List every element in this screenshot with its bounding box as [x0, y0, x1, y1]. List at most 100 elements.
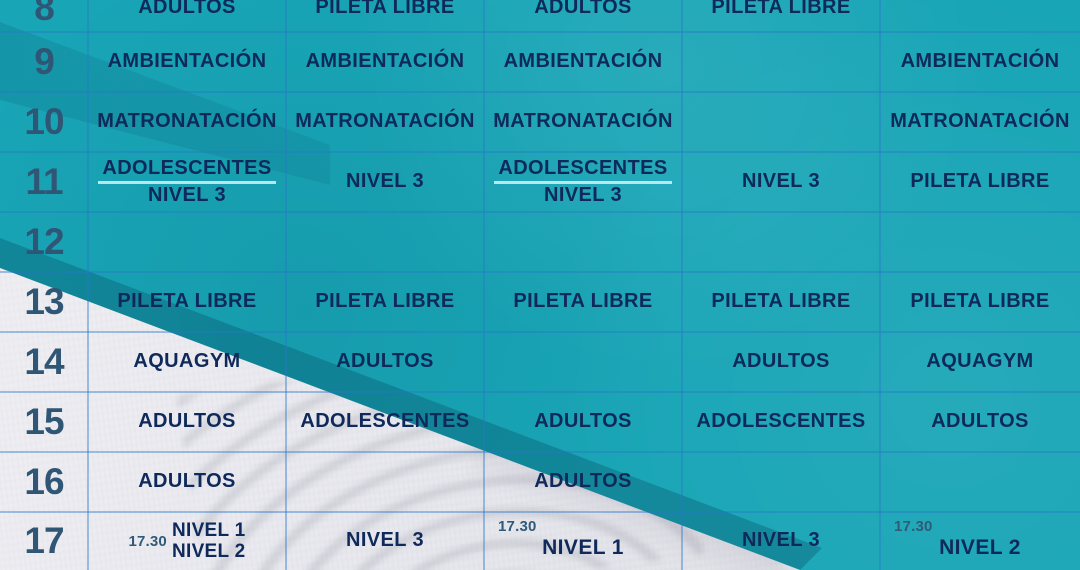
activity-label: ADOLESCENTES [300, 410, 470, 433]
schedule-cell: ADOLESCENTES NIVEL 3 [484, 153, 682, 211]
activity-label: AMBIENTACIÓN [900, 50, 1060, 73]
schedule-cell: AMBIENTACIÓN [484, 33, 682, 91]
activity-label: PILETA LIBRE [910, 170, 1050, 193]
activity-label: PILETA LIBRE [711, 0, 851, 19]
schedule-cell [682, 213, 880, 271]
schedule-cell: ADULTOS [484, 453, 682, 511]
schedule-cell: AQUAGYM [88, 333, 286, 391]
hour-cell: 8 [34, 0, 55, 28]
schedule-cell: PILETA LIBRE [880, 273, 1080, 331]
schedule-cell: ADULTOS [286, 333, 484, 391]
underlined-activity-label: ADOLESCENTES [98, 157, 276, 184]
activity-label: NIVEL 3 [147, 184, 226, 206]
hour-cell: 11 [25, 161, 63, 202]
activity-label: PILETA LIBRE [315, 0, 455, 19]
activity-label: ADULTOS [931, 410, 1029, 433]
hour-cell: 16 [24, 461, 64, 502]
schedule-cell: PILETA LIBRE [286, 0, 484, 37]
activity-label: ADULTOS [534, 0, 632, 19]
schedule-cell: ADOLESCENTES [286, 393, 484, 451]
activity-label: NIVEL 2 [171, 541, 246, 562]
activity-label: NIVEL 1 [171, 519, 246, 541]
activity-label: ADULTOS [732, 350, 830, 373]
activity-label: MATRONATACIÓN [493, 110, 673, 133]
hour-cell: 12 [24, 221, 64, 262]
schedule-cell: NIVEL 3 [682, 512, 880, 570]
activity-label: NIVEL 2 [939, 536, 1021, 559]
activity-label: ADULTOS [336, 350, 434, 373]
time-label: 17.30 [894, 518, 933, 535]
schedule-cell: PILETA LIBRE [682, 0, 880, 37]
schedule-cell: ADULTOS [88, 393, 286, 451]
timed-activity: 17.30 NIVEL 1 [484, 512, 682, 570]
schedule-cell: ADULTOS [484, 393, 682, 451]
activity-label: PILETA LIBRE [117, 290, 257, 313]
schedule-cell [682, 93, 880, 151]
schedule-cell: ADOLESCENTES [682, 393, 880, 451]
timed-activity: 17.30 NIVEL 1 NIVEL 2 [128, 520, 245, 563]
hour-cell: 17 [24, 520, 64, 561]
activity-label: AQUAGYM [926, 350, 1034, 373]
schedule-cell: AMBIENTACIÓN [286, 33, 484, 91]
hour-cell: 15 [24, 401, 64, 442]
activity-two-line: ADOLESCENTES NIVEL 3 [494, 157, 672, 207]
activity-label: MATRONATACIÓN [295, 110, 475, 133]
schedule-cell: ADULTOS [484, 0, 682, 37]
schedule-cell [286, 213, 484, 271]
schedule-cell: ADOLESCENTES NIVEL 3 [88, 153, 286, 211]
activity-label: PILETA LIBRE [513, 290, 653, 313]
time-label: 17.30 [128, 532, 167, 550]
schedule-cell: AQUAGYM [880, 333, 1080, 391]
activity-label: MATRONATACIÓN [890, 110, 1070, 133]
schedule-cell: NIVEL 3 [682, 153, 880, 211]
schedule-cell [682, 33, 880, 91]
activity-label: ADULTOS [534, 410, 632, 433]
schedule-cell: ADULTOS [880, 393, 1080, 451]
activity-label: AMBIENTACIÓN [305, 50, 465, 73]
schedule-cell: 17.30 NIVEL 1 NIVEL 2 [88, 512, 286, 570]
schedule-cell: 17.30 NIVEL 2 [880, 512, 1080, 570]
activity-label: ADULTOS [138, 470, 236, 493]
schedule-cell: ADULTOS [88, 453, 286, 511]
schedule-cell [880, 213, 1080, 271]
schedule-cell: PILETA LIBRE [682, 273, 880, 331]
activity-label: MATRONATACIÓN [97, 110, 277, 133]
activity-label: AMBIENTACIÓN [503, 50, 663, 73]
schedule-cell: ADULTOS [682, 333, 880, 391]
activity-lines: NIVEL 1 NIVEL 2 [172, 520, 246, 563]
schedule-cell: NIVEL 3 [286, 512, 484, 570]
hour-cell: 14 [24, 341, 64, 382]
schedule-cell [880, 0, 1080, 37]
schedule-cell [484, 213, 682, 271]
schedule-cell: PILETA LIBRE [880, 153, 1080, 211]
schedule-cell: AMBIENTACIÓN [88, 33, 286, 91]
schedule-cell [286, 453, 484, 511]
time-label: 17.30 [498, 518, 537, 535]
hour-cell: 13 [24, 281, 64, 322]
schedule-cell: PILETA LIBRE [286, 273, 484, 331]
activity-label: NIVEL 3 [345, 529, 424, 552]
schedule-cell: PILETA LIBRE [88, 273, 286, 331]
timed-activity: 17.30 NIVEL 2 [880, 512, 1080, 570]
schedule-cell: MATRONATACIÓN [88, 93, 286, 151]
activity-label: ADULTOS [138, 0, 236, 19]
schedule-cell [484, 333, 682, 391]
activity-label: AMBIENTACIÓN [107, 50, 267, 73]
activity-lines: NIVEL 2 [880, 536, 1080, 560]
activity-label: ADOLESCENTES [696, 410, 866, 433]
underlined-activity-label: ADOLESCENTES [494, 157, 672, 184]
activity-label: PILETA LIBRE [910, 290, 1050, 313]
activity-lines: NIVEL 1 [484, 536, 682, 560]
hour-cell: 10 [24, 101, 64, 142]
schedule-cell: MATRONATACIÓN [484, 93, 682, 151]
activity-label: ADULTOS [534, 470, 632, 493]
activity-label: NIVEL 3 [543, 184, 622, 206]
schedule-cell: NIVEL 3 [286, 153, 484, 211]
schedule-cell: AMBIENTACIÓN [880, 33, 1080, 91]
schedule-cell [682, 453, 880, 511]
activity-label: AQUAGYM [133, 350, 241, 373]
schedule-cell: MATRONATACIÓN [880, 93, 1080, 151]
activity-two-line: ADOLESCENTES NIVEL 3 [98, 157, 276, 207]
activity-label: PILETA LIBRE [711, 290, 851, 313]
